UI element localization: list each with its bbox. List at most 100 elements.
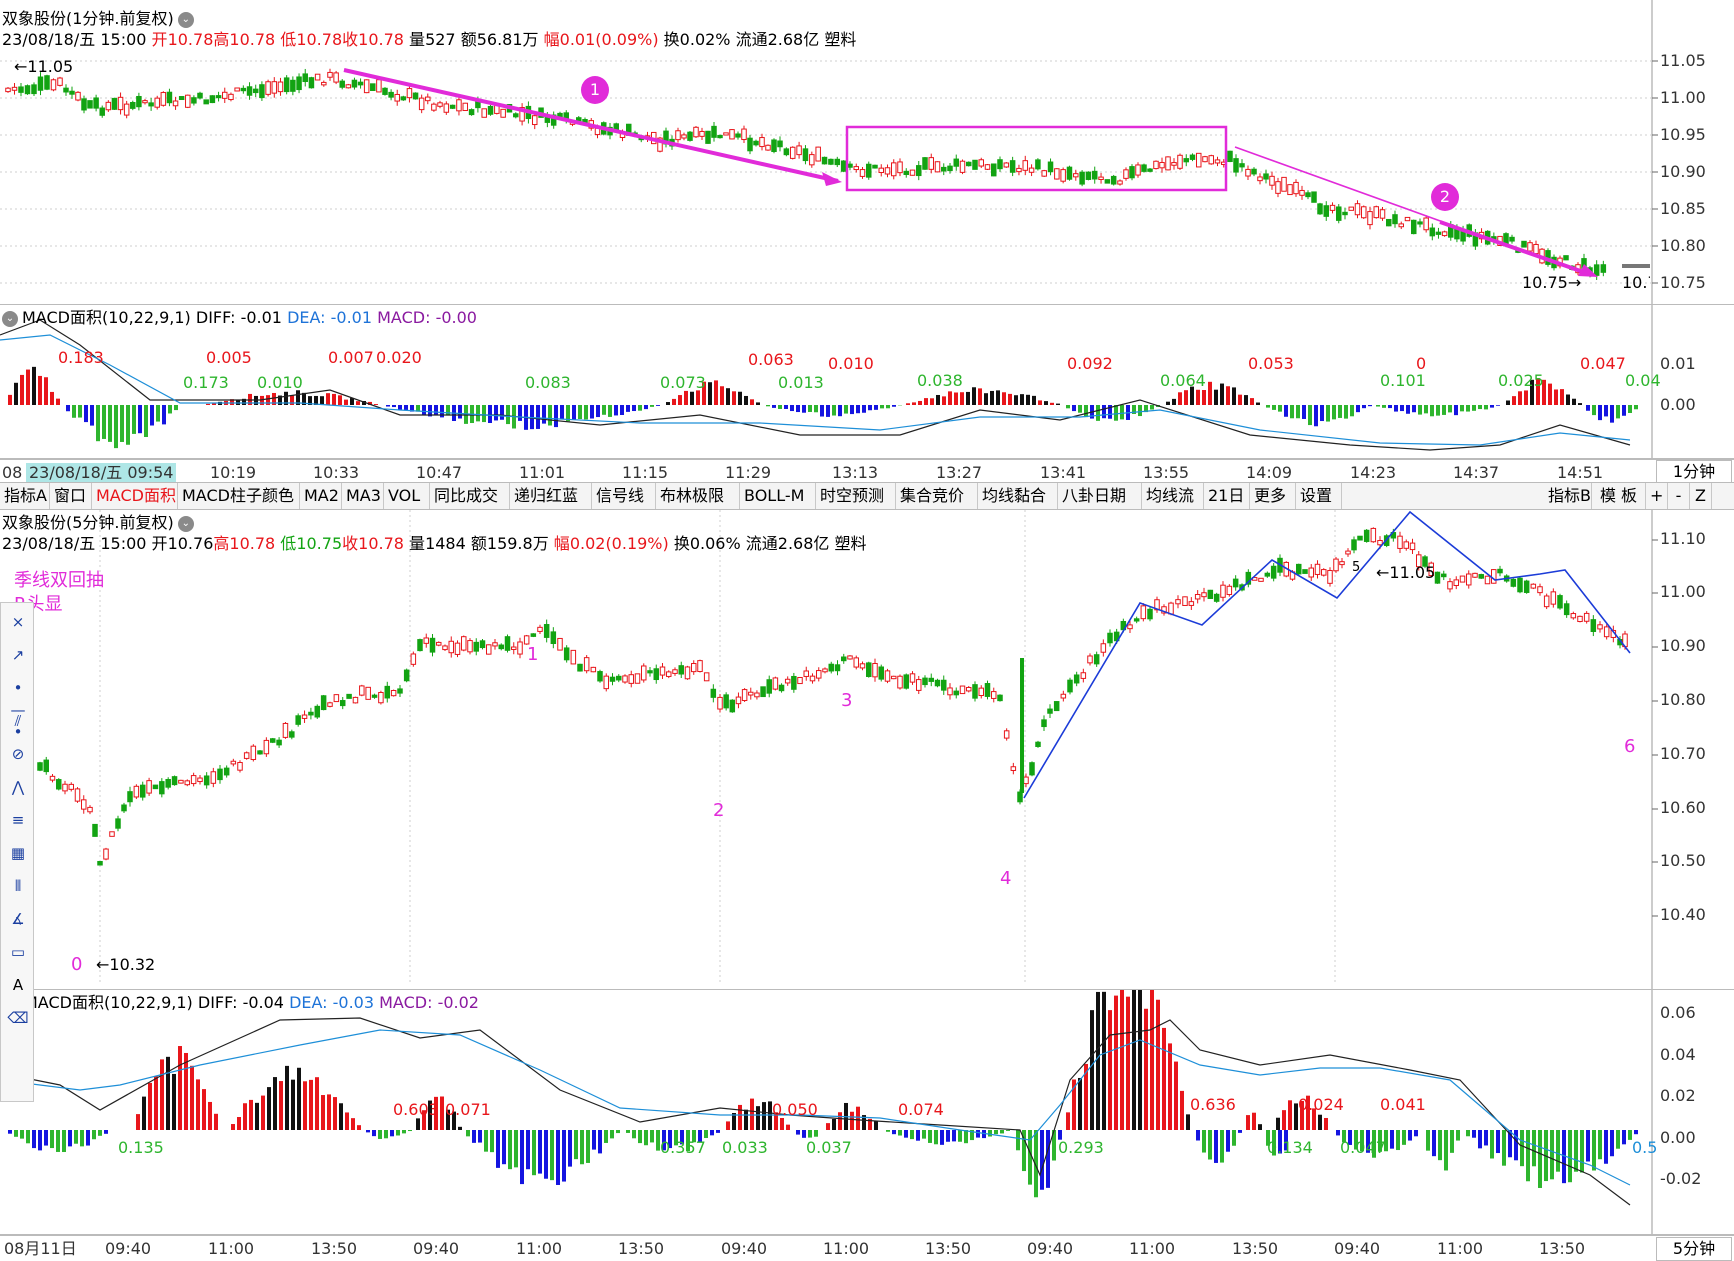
- candle-body: [1435, 572, 1440, 583]
- fan-tool-icon[interactable]: ∡: [7, 908, 29, 930]
- fib-tool-icon[interactable]: ≡: [7, 809, 29, 831]
- macd-bar: [1252, 1113, 1256, 1130]
- macd-bar: [339, 1103, 343, 1130]
- low-value: 10.75: [296, 534, 342, 553]
- time-label: 11:29: [725, 463, 771, 483]
- candle-body: [1270, 176, 1275, 185]
- macd-bar: [1430, 405, 1434, 416]
- candle-body: [942, 680, 947, 690]
- indicator-button[interactable]: 递归红蓝: [510, 483, 592, 509]
- indicator-button[interactable]: 时空预测: [816, 483, 896, 509]
- candle-body: [238, 763, 243, 771]
- candle-body: [1240, 164, 1245, 167]
- time-label: 13:50: [1232, 1239, 1278, 1259]
- candle-body: [1578, 616, 1583, 621]
- candle-body: [302, 715, 307, 718]
- candle-body: [1460, 576, 1465, 582]
- indicator-button[interactable]: 窗口: [50, 483, 92, 509]
- toolbar-right-button[interactable]: +: [1646, 483, 1668, 509]
- period-selector[interactable]: 1分钟: [1656, 460, 1732, 484]
- candle-body: [1355, 204, 1360, 215]
- macd-bar: [1506, 400, 1510, 405]
- minute-price-pane[interactable]: 双象股份(1分钟.前复权)⌄ 23/08/18/五 15:00 开10.78高1…: [0, 0, 1734, 305]
- candle-body: [760, 138, 765, 147]
- pane-title-text: 双象股份(1分钟.前复权): [2, 9, 174, 28]
- indicator-button[interactable]: 同比成交: [430, 483, 510, 509]
- indicator-button[interactable]: 八卦日期: [1058, 483, 1142, 509]
- zigzag-tool-icon[interactable]: ⋀: [7, 776, 29, 798]
- five-minute-candlestick-chart[interactable]: [0, 510, 1734, 990]
- close-tool-icon[interactable]: ×: [7, 611, 29, 633]
- ytick: -0.02: [1660, 1170, 1701, 1188]
- period-selector[interactable]: 5分钟: [1656, 1237, 1732, 1261]
- candle-body: [676, 131, 681, 140]
- indicator-button[interactable]: 均线流: [1142, 483, 1204, 509]
- indicator-button[interactable]: 设置: [1296, 483, 1342, 509]
- text-tool-icon[interactable]: A: [7, 974, 29, 996]
- indicator-button[interactable]: BOLL-M: [740, 483, 816, 509]
- candle-body: [334, 695, 339, 702]
- candle-body: [346, 85, 351, 88]
- indicator-button[interactable]: 更多: [1250, 483, 1296, 509]
- segment-tool-icon[interactable]: •—•: [7, 677, 29, 699]
- macd-bar: [964, 1130, 968, 1143]
- candle-body: [1522, 241, 1527, 247]
- candle-body: [1324, 206, 1329, 217]
- line-tool-icon[interactable]: ↗: [7, 644, 29, 666]
- candle-body: [700, 131, 705, 136]
- macd-bar: [1096, 405, 1100, 421]
- macd-bar: [892, 405, 896, 407]
- indicator-button[interactable]: 指标A: [0, 483, 50, 509]
- macd-area-label: 0.053: [1248, 354, 1294, 373]
- macd-bar: [44, 1130, 48, 1146]
- candle-body: [998, 160, 1003, 169]
- indicator-button[interactable]: MACD柱子颜色: [178, 483, 300, 509]
- indicator-button[interactable]: MACD面积: [92, 483, 178, 509]
- indicator-button[interactable]: MA3: [342, 483, 384, 509]
- indicator-button[interactable]: 集合竞价: [896, 483, 978, 509]
- macd-bar: [1412, 405, 1416, 412]
- macd-bar: [1496, 405, 1500, 406]
- cycle-tool-icon[interactable]: ⦀: [7, 875, 29, 897]
- candle-body: [1221, 585, 1226, 597]
- macd-bar: [1288, 1100, 1292, 1130]
- indicator-button[interactable]: 21日: [1204, 483, 1250, 509]
- candle-body: [270, 739, 275, 743]
- candle-body: [1571, 614, 1576, 618]
- toolbar-right-button[interactable]: 模 板: [1592, 483, 1646, 509]
- toolbar-right-button[interactable]: -: [1668, 483, 1690, 509]
- erase-tool-icon[interactable]: ⌫: [7, 1007, 29, 1029]
- collapse-icon[interactable]: ⌄: [178, 516, 194, 532]
- indicator-button[interactable]: 均线黏合: [978, 483, 1058, 509]
- toolbar-right-button[interactable]: Z: [1690, 483, 1712, 509]
- indicator-button[interactable]: 布林极限: [656, 483, 740, 509]
- macd-area-label: 0.134: [1267, 1138, 1313, 1157]
- candle-body: [192, 98, 197, 103]
- candle-body: [1340, 562, 1345, 565]
- candle-body: [463, 103, 468, 110]
- macd-bar: [1120, 405, 1124, 419]
- candle-body: [94, 98, 99, 108]
- parallel-tool-icon[interactable]: ⫽: [7, 710, 29, 732]
- toolbar-right-button[interactable]: 指标B: [1544, 483, 1592, 509]
- macd-bar: [86, 1130, 90, 1146]
- channel-tool-icon[interactable]: ▦: [7, 842, 29, 864]
- indicator-button[interactable]: VOL: [384, 483, 430, 509]
- candle-body: [1080, 172, 1085, 184]
- macd-bar: [972, 387, 976, 405]
- collapse-icon[interactable]: ⌄: [2, 311, 18, 327]
- circle-tool-icon[interactable]: ⊘: [7, 743, 29, 765]
- five-minute-price-pane[interactable]: 双象股份(5分钟.前复权)⌄ 23/08/18/五 15:00 开10.76高1…: [0, 510, 1734, 990]
- ytick: 11.00: [1660, 583, 1706, 601]
- collapse-icon[interactable]: ⌄: [178, 12, 194, 28]
- indicator-button[interactable]: MA2: [300, 483, 342, 509]
- rect-tool-icon[interactable]: ▭: [7, 941, 29, 963]
- macd-bar: [273, 1077, 277, 1130]
- macd-bar: [874, 405, 878, 410]
- candle-body: [1101, 644, 1106, 652]
- macd-bar: [802, 405, 806, 413]
- indicator-button[interactable]: 信号线: [592, 483, 656, 509]
